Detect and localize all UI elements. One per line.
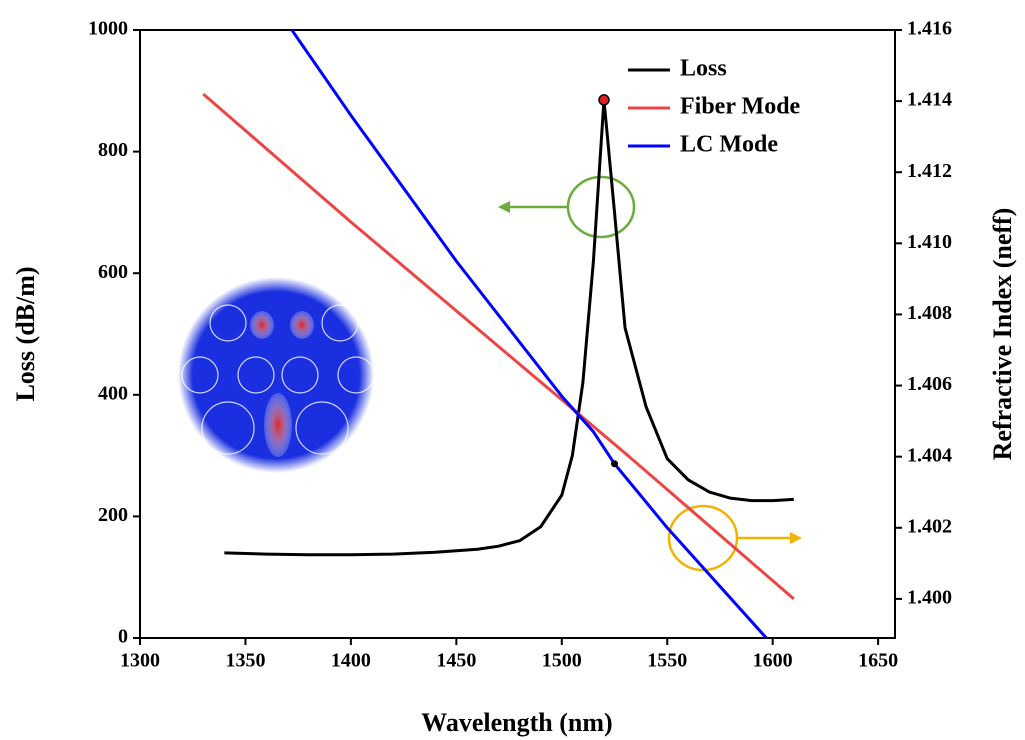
line-series: [290, 29, 768, 640]
legend-label: LC Mode: [680, 132, 778, 158]
x-tick-label: 1550: [647, 650, 687, 672]
y-axis-label: Loss (dB/m): [11, 266, 40, 401]
y-tick-label: 0: [118, 626, 128, 648]
y2-axis-label: Refractive Index (neff): [988, 208, 1017, 461]
x-tick-label: 1350: [225, 650, 265, 672]
crossing-point: [611, 460, 619, 468]
y-tick-label: 200: [98, 504, 128, 526]
y-tick-label: 800: [98, 139, 128, 161]
x-tick-label: 1650: [858, 650, 898, 672]
annotations: [498, 175, 802, 572]
y2-tick-label: 1.412: [907, 160, 952, 182]
peak-marker: [598, 94, 610, 106]
y2-tick-label: 1.406: [907, 373, 952, 395]
legend-label: Fiber Mode: [680, 94, 801, 120]
y2-tick-label: 1.416: [907, 18, 952, 40]
y2-tick-label: 1.404: [907, 444, 952, 466]
y-tick-label: 600: [98, 261, 128, 283]
y2-tick-label: 1.400: [907, 586, 952, 608]
x-tick-label: 1600: [753, 650, 793, 672]
x-tick-label: 1300: [120, 650, 160, 672]
plot-frame: [139, 29, 896, 639]
x-tick-label: 1450: [436, 650, 476, 672]
y2-tick-label: 1.410: [907, 231, 952, 253]
y2-tick-label: 1.408: [907, 302, 952, 324]
x-tick-label: 1500: [542, 650, 582, 672]
legend-label: Loss: [680, 56, 727, 82]
y-tick-label: 1000: [88, 18, 128, 40]
y2-tick-label: 1.414: [907, 89, 952, 111]
line-series: [202, 92, 795, 601]
x-axis-label: Wavelength (nm): [421, 708, 612, 737]
y2-tick-label: 1.402: [907, 515, 952, 537]
x-tick-label: 1400: [331, 650, 371, 672]
y-tick-label: 400: [98, 382, 128, 404]
inset-mode-image: [178, 277, 375, 473]
line-series: [224, 98, 794, 557]
